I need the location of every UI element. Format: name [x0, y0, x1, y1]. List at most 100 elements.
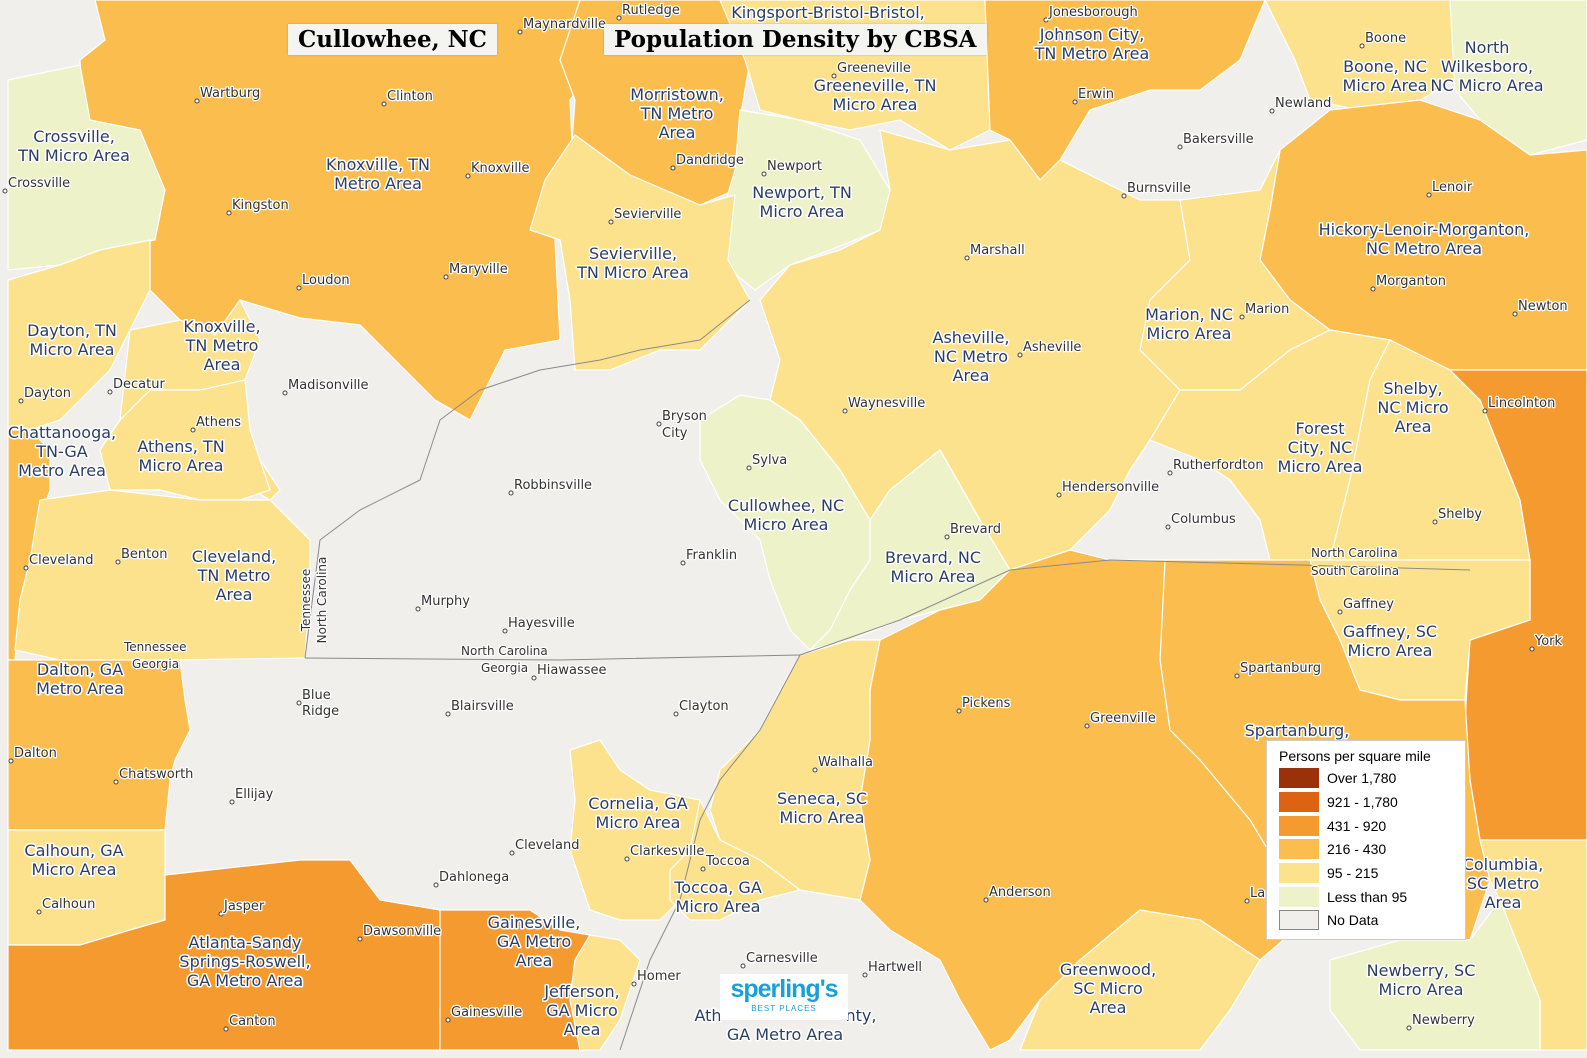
- town-marker[interactable]: Waynesville: [842, 395, 926, 414]
- town-marker[interactable]: Kingston: [226, 197, 290, 216]
- cbsa-area-label: Newberry, SC Micro Area: [1367, 961, 1476, 999]
- town-marker[interactable]: Asheville: [1017, 339, 1083, 358]
- town-marker[interactable]: Dalton: [8, 745, 58, 764]
- town-marker[interactable]: Franklin: [680, 547, 738, 566]
- town-marker[interactable]: Rutledge: [616, 2, 681, 21]
- town-marker[interactable]: Carnesville: [740, 950, 819, 969]
- town-marker[interactable]: Crossville: [2, 175, 71, 194]
- town-marker[interactable]: Greeneville: [831, 60, 912, 79]
- town-marker[interactable]: Greenville: [1084, 710, 1157, 729]
- town-marker[interactable]: Brevard: [944, 521, 1002, 540]
- town-marker[interactable]: Benton: [115, 546, 169, 565]
- region-athens-micro[interactable]: [99, 379, 271, 501]
- town-marker[interactable]: York: [1529, 633, 1564, 652]
- cbsa-area-label-line: Ath: [694, 1006, 721, 1025]
- region-greenwood-micro[interactable]: [1019, 909, 1261, 1051]
- town-marker[interactable]: Dandridge: [670, 152, 745, 171]
- town-marker[interactable]: Lincolnton: [1482, 395, 1557, 414]
- region-seneca-micro[interactable]: [709, 639, 881, 901]
- town-marker[interactable]: Marshall: [964, 242, 1026, 261]
- town-marker[interactable]: Canton: [223, 1013, 277, 1032]
- town-marker[interactable]: Dayton: [18, 385, 72, 404]
- town-marker[interactable]: Jasper: [218, 898, 266, 917]
- town-marker[interactable]: Jonesborough: [1043, 4, 1139, 23]
- town-marker[interactable]: Chatsworth: [113, 766, 195, 785]
- town-marker[interactable]: Marion: [1239, 301, 1291, 320]
- town-marker[interactable]: Toccoa: [700, 853, 751, 872]
- town-marker[interactable]: Clayton: [673, 698, 730, 717]
- town-marker[interactable]: Rutherfordton: [1167, 457, 1265, 476]
- town-marker[interactable]: Murphy: [415, 593, 472, 612]
- town-marker[interactable]: Sevierville: [608, 206, 683, 225]
- town-marker[interactable]: Erwin: [1072, 86, 1115, 105]
- town-marker[interactable]: Robbinsville: [508, 477, 593, 496]
- town-marker[interactable]: Clinton: [381, 88, 434, 107]
- town-marker[interactable]: Bryson: [656, 408, 708, 427]
- town-marker[interactable]: Calhoun: [36, 896, 97, 915]
- town-marker[interactable]: Pickens: [956, 695, 1012, 714]
- town-marker[interactable]: Dahlonega: [433, 869, 511, 888]
- town-marker[interactable]: Hendersonville: [1056, 479, 1160, 498]
- town-label: Dahlonega: [439, 870, 509, 885]
- town-marker[interactable]: Madisonville: [282, 377, 370, 396]
- town-marker[interactable]: Cleveland: [23, 552, 95, 571]
- town-marker[interactable]: Wartburg: [194, 85, 262, 104]
- town-marker[interactable]: Gainesville: [445, 1004, 523, 1023]
- town-marker[interactable]: Gaffney: [1337, 596, 1395, 615]
- sperlings-logo[interactable]: sperling's BEST PLACES: [720, 974, 848, 1020]
- town-marker[interactable]: City: [661, 425, 689, 443]
- town-marker[interactable]: Hayesville: [502, 615, 576, 634]
- town-marker[interactable]: Newberry: [1406, 1012, 1476, 1031]
- town-marker[interactable]: Loudon: [296, 272, 351, 291]
- town-dot: [1084, 723, 1090, 729]
- region-crossville-micro[interactable]: [7, 64, 166, 271]
- town-dot: [1269, 108, 1275, 114]
- region-johnson-city-metro[interactable]: [984, 0, 1266, 181]
- town-marker[interactable]: Lenoir: [1426, 179, 1474, 198]
- town-label: Pickens: [962, 696, 1011, 711]
- town-marker[interactable]: Burnsville: [1121, 180, 1192, 199]
- town-dot: [36, 909, 42, 915]
- town-marker[interactable]: Newton: [1512, 298, 1569, 317]
- town-dot: [415, 606, 421, 612]
- town-marker[interactable]: La: [1244, 885, 1266, 904]
- town-marker[interactable]: Maynardville: [517, 16, 607, 35]
- town-marker[interactable]: Morganton: [1370, 273, 1447, 292]
- town-marker[interactable]: Ridge: [301, 703, 341, 721]
- town-marker[interactable]: Anderson: [983, 884, 1052, 903]
- region-toccoa-micro[interactable]: [669, 798, 802, 921]
- legend-swatch: [1279, 863, 1319, 883]
- town-label: Hendersonville: [1062, 480, 1159, 495]
- region-atlanta-metro[interactable]: [7, 859, 441, 1051]
- town-marker[interactable]: Decatur: [107, 376, 167, 395]
- town-marker[interactable]: Columbus: [1165, 511, 1237, 530]
- region-columbia-metro[interactable]: [1479, 839, 1587, 1051]
- region-sevierville-micro[interactable]: [529, 134, 751, 371]
- town-marker[interactable]: Ellijay: [229, 786, 275, 805]
- town-marker[interactable]: Spartanburg: [1234, 660, 1322, 679]
- region-jefferson-micro[interactable]: [569, 934, 641, 1051]
- town-label: Ellijay: [235, 787, 274, 802]
- town-marker[interactable]: Dawsonville: [357, 923, 442, 942]
- town-marker[interactable]: Clarkesville: [624, 843, 706, 862]
- town-marker[interactable]: Newport: [761, 158, 823, 177]
- region-brevard-micro[interactable]: [808, 449, 1011, 652]
- town-marker[interactable]: Boone: [1359, 30, 1407, 49]
- town-marker[interactable]: Hartwell: [862, 959, 923, 978]
- town-marker[interactable]: Homer: [631, 968, 683, 987]
- town-marker[interactable]: Bakersville: [1177, 131, 1255, 150]
- town-marker[interactable]: Cleveland: [509, 837, 581, 856]
- cbsa-area-label-line: Hickory-Lenoir-Morganton,: [1319, 220, 1530, 239]
- town-marker[interactable]: Walhalla: [812, 754, 874, 773]
- legend-swatch: [1279, 816, 1319, 836]
- town-marker[interactable]: Newland: [1269, 95, 1333, 114]
- town-marker[interactable]: Shelby: [1432, 506, 1484, 525]
- town-marker[interactable]: Blairsville: [445, 698, 515, 717]
- town-marker[interactable]: Sylva: [746, 452, 788, 471]
- town-marker[interactable]: Hiawassee: [531, 662, 608, 681]
- town-marker[interactable]: Athens: [190, 414, 242, 433]
- town-marker[interactable]: Knoxville: [465, 160, 531, 179]
- town-marker[interactable]: Maryville: [443, 261, 509, 280]
- town-marker[interactable]: Blue: [296, 687, 332, 706]
